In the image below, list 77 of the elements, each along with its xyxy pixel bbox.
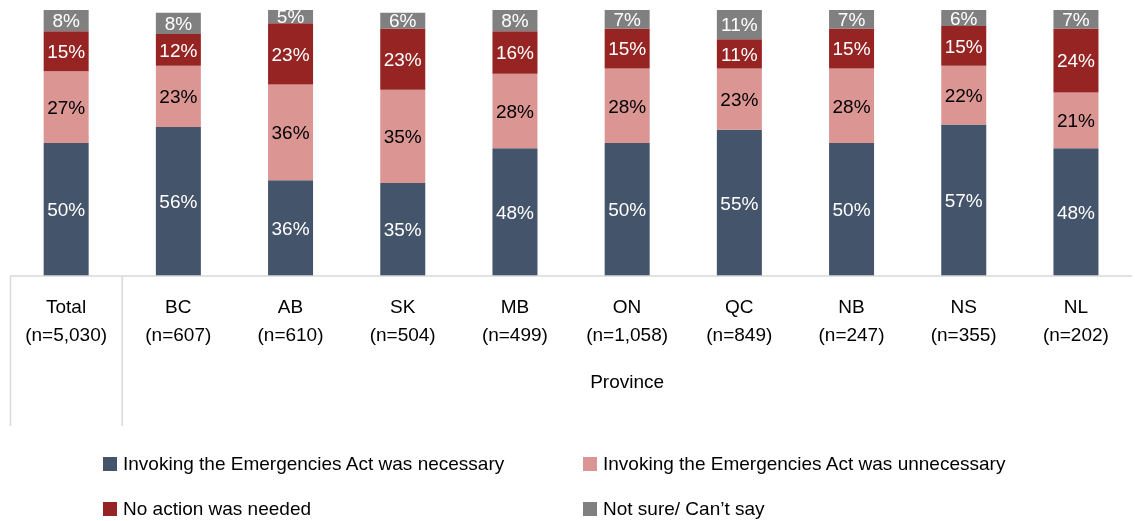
data-label: 23% <box>159 86 198 108</box>
x-tick-label: AB (n=610) <box>257 296 324 345</box>
data-label: 55% <box>720 192 759 214</box>
data-label: 35% <box>383 126 422 148</box>
bar <box>268 180 314 276</box>
x-tick-label: NS (n=355) <box>930 296 997 345</box>
bar <box>492 73 538 149</box>
data-label: 7% <box>837 9 866 31</box>
x-tick-label: NB (n=247) <box>818 296 885 345</box>
data-label: 21% <box>1056 110 1096 132</box>
data-label: 7% <box>613 9 641 31</box>
bar <box>380 89 426 183</box>
bar <box>380 28 426 90</box>
x-tick-label: Total (n=5,030) <box>25 296 108 345</box>
data-label: 12% <box>159 39 198 61</box>
bar <box>268 84 314 181</box>
x-tick-label: QC (n=849) <box>706 296 773 345</box>
data-label: 50% <box>47 199 86 221</box>
data-label: 11% <box>721 14 758 36</box>
data-label: 36% <box>271 217 310 239</box>
x-tick-label: ON (n=1,058) <box>586 296 669 345</box>
bar <box>492 148 538 276</box>
data-label: 57% <box>944 189 983 211</box>
bar <box>43 143 89 276</box>
data-label: 6% <box>389 10 417 32</box>
data-label: 56% <box>159 191 198 213</box>
data-label: 11% <box>721 43 758 65</box>
bar <box>829 68 875 143</box>
x-tick-label: NL (n=202) <box>1042 296 1109 345</box>
data-label: 23% <box>271 43 310 65</box>
data-label: 48% <box>1056 201 1096 223</box>
data-label: 15% <box>944 35 983 57</box>
legend-label: Invoking the Emergencies Act was unnecessary <box>603 452 1006 475</box>
legend-label: Invoking the Emergencies Act was necessary <box>123 452 505 475</box>
data-label: 15% <box>47 40 86 62</box>
data-label: 5% <box>276 6 305 28</box>
data-label: 48% <box>495 201 535 223</box>
bar <box>716 68 762 130</box>
bar <box>43 71 89 143</box>
bar <box>155 127 201 276</box>
data-label: 36% <box>271 122 310 144</box>
legend-label: Not sure/ Can’t say <box>603 497 765 520</box>
x-axis-title: Province <box>590 371 665 392</box>
data-label: 23% <box>720 88 759 110</box>
bar <box>604 68 650 143</box>
data-label: 22% <box>944 84 983 106</box>
data-label: 24% <box>1056 50 1096 72</box>
data-label: 15% <box>608 38 647 60</box>
data-label: 8% <box>164 13 193 35</box>
data-label: 8% <box>52 10 80 32</box>
bar <box>829 143 875 276</box>
data-label: 27% <box>47 96 86 118</box>
data-label: 28% <box>608 95 647 117</box>
data-label: 23% <box>383 48 422 70</box>
data-label: 50% <box>608 199 647 221</box>
data-label: 50% <box>832 199 871 221</box>
bar <box>380 182 426 276</box>
data-label: 15% <box>832 38 871 60</box>
legend-label: No action was needed <box>123 497 312 520</box>
x-tick-label: MB (n=499) <box>481 296 548 345</box>
x-tick-label: SK (n=504) <box>369 296 436 345</box>
data-label: 16% <box>495 42 535 64</box>
x-tick-label: BC (n=607) <box>145 296 212 345</box>
bar <box>268 23 314 85</box>
bar <box>1053 148 1099 276</box>
data-label: 7% <box>1062 9 1090 31</box>
data-label: 6% <box>950 7 978 29</box>
data-label: 35% <box>383 219 422 241</box>
bar <box>716 129 762 276</box>
bar <box>604 143 650 276</box>
data-label: 8% <box>501 10 529 32</box>
bar <box>1053 28 1099 93</box>
bar <box>155 65 201 128</box>
data-label: 28% <box>495 100 535 122</box>
bar <box>1053 92 1099 149</box>
bar <box>941 124 987 276</box>
data-label: 28% <box>832 95 871 117</box>
